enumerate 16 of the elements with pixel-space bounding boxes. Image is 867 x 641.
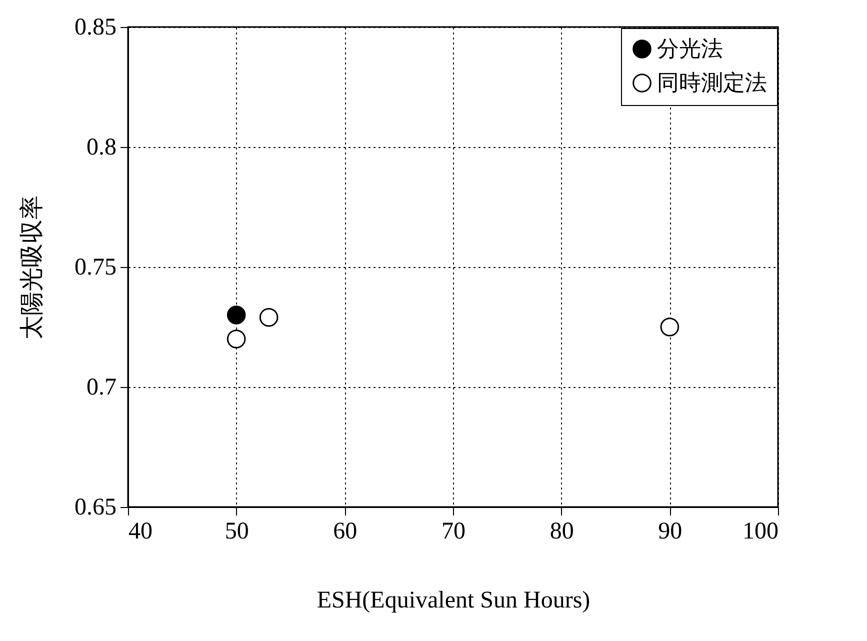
x-axis-title: ESH(Equivalent Sun Hours) bbox=[316, 588, 590, 614]
y-tick-label: 0.65 bbox=[74, 494, 116, 520]
y-tick-label: 0.7 bbox=[86, 374, 116, 400]
x-tick-label: 90 bbox=[658, 518, 682, 544]
x-tick-label: 60 bbox=[333, 518, 358, 544]
legend-label: 同時測定法 bbox=[657, 70, 767, 95]
y-tick-label: 0.85 bbox=[74, 14, 116, 40]
y-tick-label: 0.75 bbox=[74, 254, 116, 280]
x-tick-label: 40 bbox=[128, 518, 152, 544]
x-tick-label: 70 bbox=[442, 518, 466, 544]
x-tick-label: 50 bbox=[224, 518, 249, 544]
x-tick-label: 80 bbox=[550, 518, 574, 544]
y-axis-title: 太陽光吸収率 bbox=[18, 196, 46, 340]
y-tick-label: 0.8 bbox=[86, 134, 116, 160]
legend-label: 分光法 bbox=[657, 36, 723, 61]
x-tick-label: 100 bbox=[742, 518, 778, 544]
